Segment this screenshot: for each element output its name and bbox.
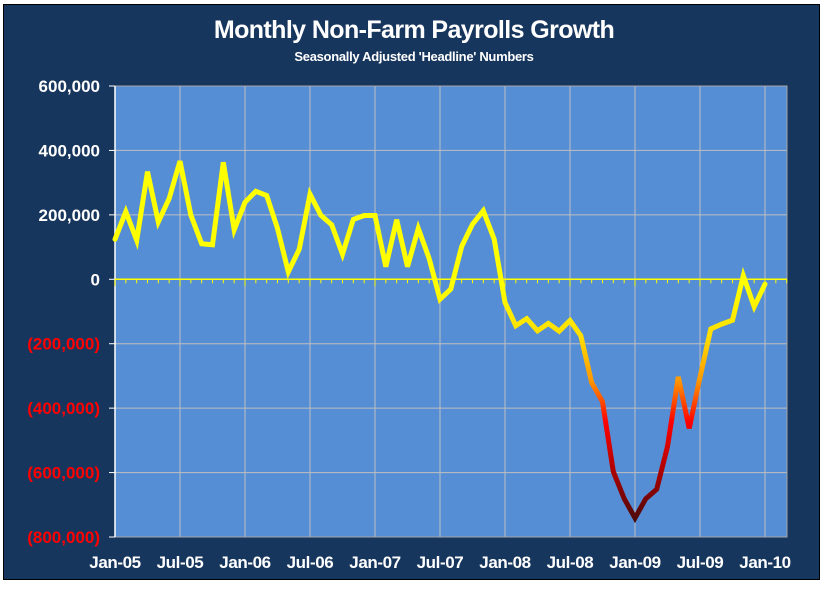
y-tick-label: 0 <box>91 270 100 289</box>
x-tick-label: Jan-08 <box>479 553 530 572</box>
x-tick-label: Jul-07 <box>417 553 464 572</box>
y-tick-label: 600,000 <box>39 77 100 96</box>
chart-title: Monthly Non-Farm Payrolls Growth <box>213 16 615 44</box>
x-tick-label: Jan-07 <box>349 553 400 572</box>
payrolls-line <box>112 160 768 524</box>
y-tick-label: (800,000) <box>27 528 100 547</box>
y-tick-label: (600,000) <box>27 464 100 483</box>
y-tick-label: 400,000 <box>39 141 100 160</box>
gridlines <box>114 85 788 538</box>
x-tick-label: Jan-10 <box>739 553 790 572</box>
plot-area <box>115 86 787 537</box>
x-axis: Jan-05 Jul-05 Jan-06 Jul-06 Jan-07 Jul-07 Jan-… <box>89 553 791 572</box>
x-tick-label: Jul-06 <box>287 553 334 572</box>
y-tick-label: (200,000) <box>27 335 100 354</box>
x-tick-label: Jan-05 <box>89 553 140 572</box>
y-tick-label: (400,000) <box>27 399 100 418</box>
y-axis: 600,000 400,000 200,000 0 (200,000) (400,000)… <box>27 77 116 547</box>
x-tick-label: Jan-09 <box>609 553 660 572</box>
x-tick-label: Jul-05 <box>157 553 204 572</box>
y-tick-label: 200,000 <box>39 206 100 225</box>
x-tick-label: Jan-06 <box>219 553 270 572</box>
x-tick-label: Jul-09 <box>677 553 724 572</box>
x-tick-label: Jul-08 <box>547 553 594 572</box>
chart-subtitle: Seasonally Adjusted 'Headline' Numbers <box>294 49 534 64</box>
